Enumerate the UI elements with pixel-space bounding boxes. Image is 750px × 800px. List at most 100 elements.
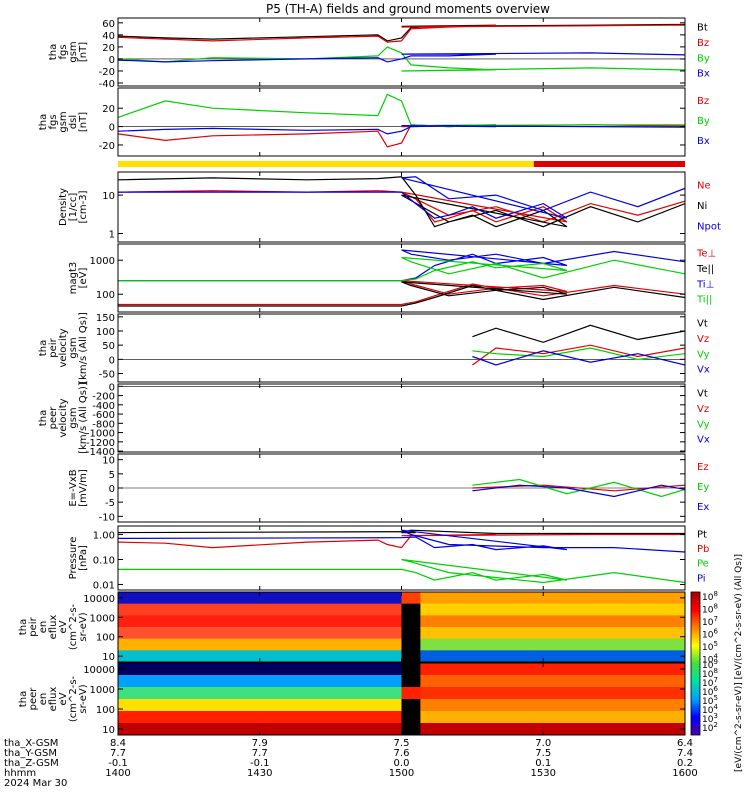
x-row-value: 0.2 [677, 758, 693, 769]
mode-bar [118, 161, 685, 167]
legend-entry-Vx: Vx [697, 435, 710, 446]
series-line-Bx [118, 125, 685, 135]
heatmap-cell-3-5 [420, 723, 686, 736]
y-axis-label: thapeervelocitygsm[km/s (All Qs)] [38, 382, 89, 454]
heatmap-cell-3-2 [420, 687, 686, 700]
legend-entry-Pt: Pt [697, 530, 707, 541]
y-axis-label: Density[1/cc][cm-3] [58, 188, 89, 226]
x-row-value: 7.9 [252, 738, 268, 749]
colorbar-tick-label-lower: 105 [702, 694, 718, 707]
heatmap-cell-3-3 [420, 627, 686, 640]
legend-entry-Vx: Vx [697, 365, 710, 376]
figure-title: P5 (TH-A) fields and ground moments over… [266, 2, 550, 16]
panel-3: Te⊥ Te|| Ti⊥ Ti|| 1000 100 magt3[eV] [68, 243, 716, 313]
y-tick-label: -5 [105, 498, 115, 509]
heatmap-cell-2-4 [401, 711, 421, 724]
panel-frame [117, 383, 686, 453]
heatmap-cell-3-3 [420, 699, 686, 712]
series-line-Bz [118, 24, 685, 43]
y-tick-label: -1400 [86, 447, 115, 458]
legend-entry-Ey: Ey [697, 482, 709, 493]
y-tick-label: 50 [102, 341, 115, 352]
series-line-Pe [118, 558, 685, 585]
legend-entry-Vy: Vy [697, 419, 710, 430]
heatmap-cell-2-5 [401, 650, 421, 663]
legend-entry-Ti||: Ti|| [696, 295, 712, 306]
legend-entry-Vt: Vt [697, 318, 708, 329]
legend-entry-Ex: Ex [697, 502, 709, 513]
x-row-value: -0.1 [108, 758, 128, 769]
x-row-value: 7.5 [535, 748, 551, 759]
series-line-Te|| [118, 281, 685, 307]
y-tick-label: -50 [99, 370, 115, 381]
legend-entry-Te||: Te|| [696, 264, 714, 275]
colorbar-tick-label-lower: 107 [702, 676, 718, 689]
series-line-Ti⊥ [118, 249, 685, 282]
panel-9: 10000 1000 100 10 thapeerenefluxeV(cm^2-s-sr… [18, 662, 686, 736]
colorbar-tick-label-upper: 106 [702, 628, 718, 641]
y-tick-label: 10 [102, 191, 115, 202]
legend-entry-Npot: Npot [697, 222, 721, 233]
legend-entry-Te⊥: Te⊥ [696, 248, 716, 259]
heatmap-cell-3-4 [420, 711, 686, 724]
x-row-value: 7.0 [535, 738, 551, 749]
y-tick-label: 0 [109, 382, 115, 393]
x-row-value: 1430 [247, 768, 272, 779]
date-label: 2024 Mar 30 [4, 778, 67, 789]
legend-entry-Bx: Bx [697, 136, 710, 147]
x-row-value: 0.0 [394, 758, 410, 769]
colorbar-tick-label-lower: 106 [702, 685, 718, 698]
heatmap-cell-2-1 [401, 675, 421, 688]
panel-frame [117, 17, 686, 87]
legend-entry-Vz: Vz [697, 334, 709, 345]
legend-entry-Ni: Ni [697, 201, 707, 212]
panel-7: Pt Pb Pe Pi 1.00 0.10 0.01 Pressure[nPa] [68, 525, 709, 591]
y-tick-label: 1 [109, 229, 115, 240]
legend-entry-Pe: Pe [697, 559, 709, 570]
colorbar-tick-label-upper: 108 [702, 603, 718, 616]
y-tick-label: 20 [102, 104, 115, 115]
heatmap-cell-2-3 [401, 699, 421, 712]
y-tick-label: -20 [99, 67, 115, 78]
heatmap-cell-0-1 [118, 675, 436, 688]
y-tick-label: -1000 [86, 429, 115, 440]
heatmap-cell-0-2 [118, 615, 436, 628]
y-tick-label: -800 [92, 419, 115, 430]
y-tick-label: -1200 [86, 438, 115, 449]
x-row-value: 7.6 [394, 748, 410, 759]
colorbar-tick-label-upper: 105 [702, 640, 718, 653]
heatmap-cell-0-4 [118, 638, 436, 651]
y-tick-label: 100 [96, 327, 115, 338]
y-tick-label: 1.00 [93, 531, 115, 542]
x-row-value: 7.7 [252, 748, 268, 759]
series-line-Ni [118, 176, 685, 228]
heatmap-cell-3-1 [420, 603, 686, 616]
y-tick-label: -400 [92, 401, 115, 412]
y-tick-label: 100 [96, 633, 115, 644]
x-row-value: 0.1 [535, 758, 551, 769]
heatmap-cell-3-0 [420, 592, 686, 605]
x-row-value: 6.4 [677, 738, 693, 749]
colorbar: 1081081071061051041091081071061051041031… [690, 554, 744, 772]
legend-entry-Pi: Pi [697, 573, 706, 584]
x-row-value: 1600 [672, 768, 697, 779]
series-line-Ti|| [118, 256, 685, 282]
heatmap-cell-3-0 [420, 663, 686, 676]
y-tick-label: 60 [102, 19, 115, 30]
y-tick-label: 10 [102, 652, 115, 663]
heatmap-cell-3-2 [420, 615, 686, 628]
colorbar-tick-label-lower: 102 [702, 721, 718, 734]
legend-entry-Ez: Ez [697, 462, 709, 473]
colorbar-label: [eV/(cm^2-s-sr-eV)] [eV/(cm^2-s-sr-eV) (… [734, 554, 744, 772]
y-axis-label: E=-VxB[mV/m] [68, 469, 89, 507]
series-line-By [118, 93, 685, 128]
colorbar-tick-label-lower: 108 [702, 667, 718, 680]
y-tick-label: 10 [102, 456, 115, 467]
y-tick-label: -20 [99, 141, 115, 152]
y-tick-label: 0 [109, 484, 115, 495]
heatmap-cell-3-1 [420, 675, 686, 688]
heatmap-cell-0-1 [118, 603, 436, 616]
heatmap-cell-2-3 [401, 627, 421, 640]
